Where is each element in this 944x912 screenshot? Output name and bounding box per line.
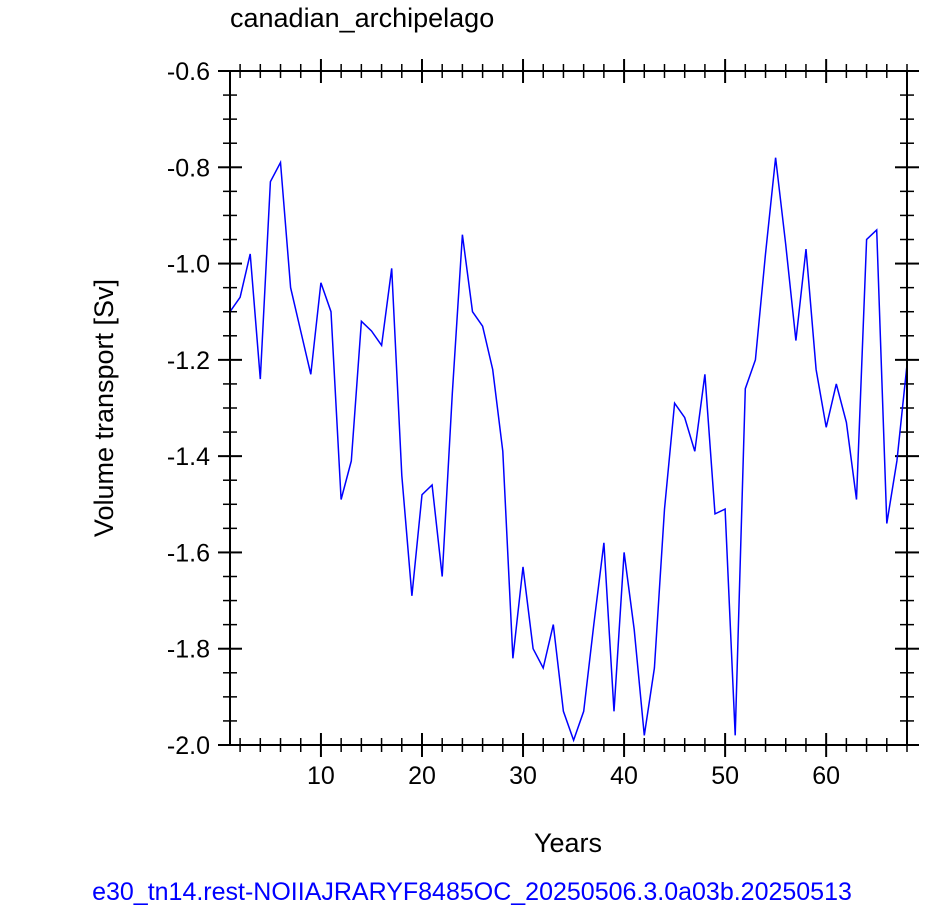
x-tick-label: 20 xyxy=(408,762,436,790)
x-tick-label: 30 xyxy=(509,762,537,790)
x-axis: 10 20 30 40 50 60 xyxy=(239,59,908,790)
x-axis-label: Years xyxy=(534,828,602,858)
series-line xyxy=(229,157,908,743)
footer-case-name: e30_tn14.rest-NOIIAJRARYF8485OC_20250506… xyxy=(92,878,852,906)
y-tick-label: -1.6 xyxy=(167,539,210,567)
y-tick-label: -1.0 xyxy=(167,251,210,279)
x-tick-label: 60 xyxy=(812,762,840,790)
y-tick-label: -0.8 xyxy=(167,154,210,182)
y-axis-label: Volume transport [Sv] xyxy=(89,279,119,537)
y-tick-label: -1.2 xyxy=(167,347,210,375)
y-tick-label: -2.0 xyxy=(167,732,210,760)
x-tick-label: 40 xyxy=(610,762,638,790)
x-tick-label: 50 xyxy=(711,762,739,790)
x-tick-label: 10 xyxy=(307,762,335,790)
chart-title: canadian_archipelago xyxy=(230,3,494,33)
y-tick-label: -1.8 xyxy=(167,636,210,664)
plot-frame xyxy=(229,70,908,746)
y-tick-label: -1.4 xyxy=(167,443,210,471)
y-tick-label: -0.6 xyxy=(167,58,210,86)
